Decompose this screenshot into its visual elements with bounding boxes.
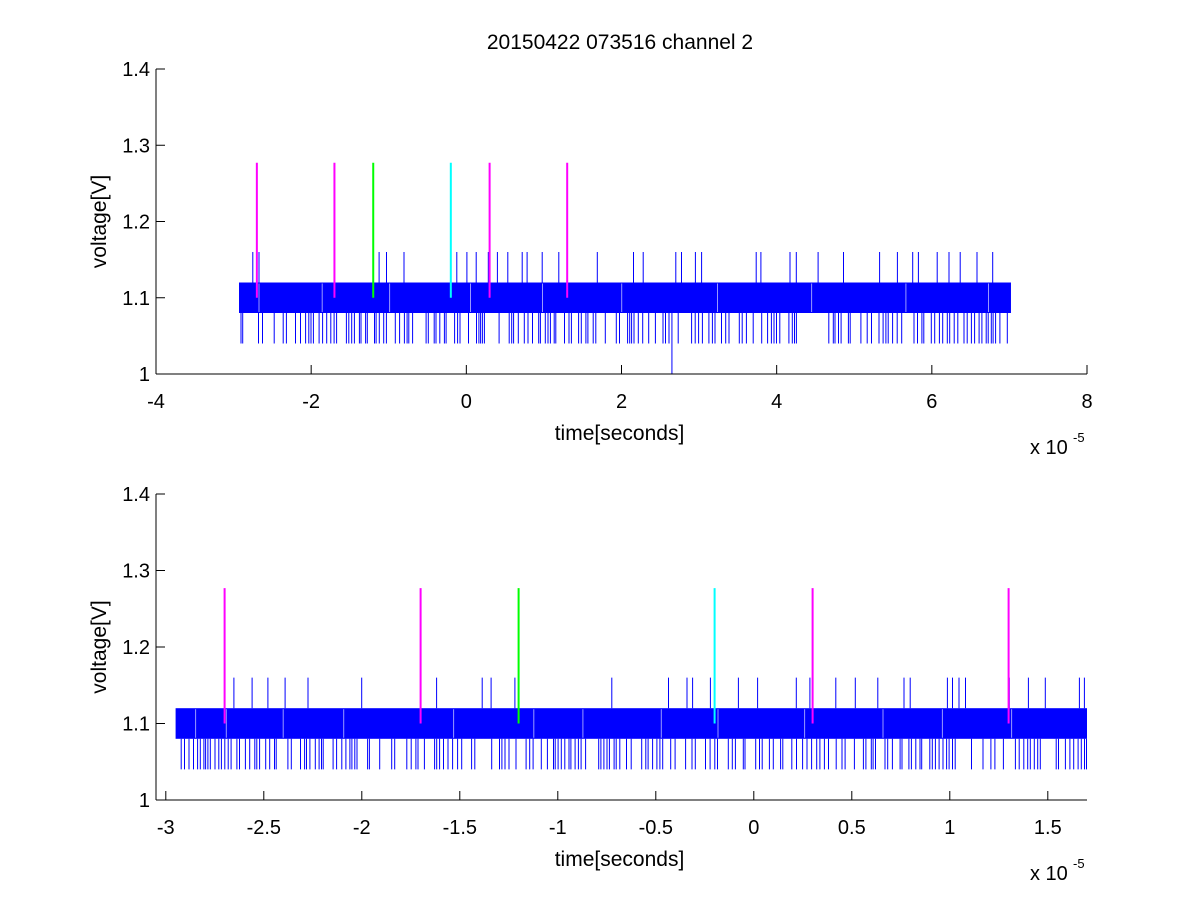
- top-x-tick-label-5: 6: [926, 391, 937, 413]
- top-y-tick-label-3: 1.3: [122, 135, 150, 157]
- top-x-tick-label-4: 4: [771, 391, 782, 413]
- top-x-tick-label-3: 2: [616, 391, 627, 413]
- bottom-x-tick-label-6: 0: [748, 817, 759, 839]
- bottom-signal-gaps: [195, 709, 1013, 738]
- bottom-plot: -3 -2.5 -2 -1.5 -1 -0.5 0 0.5 1 1.5 1 1.1 1.2 1.3 1.4 t…: [88, 484, 1088, 885]
- bottom-signal-band: [175, 708, 1088, 739]
- bottom-y-tick-label-2: 1.2: [122, 637, 150, 659]
- bottom-series-0: [175, 677, 1088, 770]
- bottom-x-tick-label-1: -2.5: [247, 817, 281, 839]
- top-series-0: [239, 252, 1011, 374]
- bottom-x-tick-label-2: -2: [353, 817, 371, 839]
- bottom-x-exponent-label: x 10: [1030, 863, 1068, 885]
- bottom-x-tick-label-0: -3: [157, 817, 175, 839]
- top-y-tick-label-0: 1: [139, 364, 150, 386]
- bottom-y-axis-label: voltage[V]: [88, 600, 111, 693]
- top-y-tick-label-1: 1.1: [122, 288, 150, 310]
- top-x-tick-label-6: 8: [1081, 391, 1092, 413]
- top-x-exponent-power: -5: [1073, 430, 1085, 445]
- bottom-x-tick-label-8: 1: [944, 817, 955, 839]
- bottom-y-tick-label-0: 1: [139, 790, 150, 812]
- bottom-x-exponent-power: -5: [1073, 856, 1085, 871]
- bottom-x-tick-label-9: 1.5: [1034, 817, 1062, 839]
- figure-title: 20150422 073516 channel 2: [487, 31, 753, 54]
- bottom-x-tick-label-5: -0.5: [639, 817, 673, 839]
- top-x-exponent-label: x 10: [1030, 437, 1068, 459]
- bottom-x-tick-label-7: 0.5: [838, 817, 866, 839]
- top-x-tick-label-2: 0: [461, 391, 472, 413]
- top-x-tick-label-0: -4: [147, 391, 165, 413]
- bottom-x-tick-label-3: -1.5: [443, 817, 477, 839]
- top-x-tick-label-1: -2: [302, 391, 320, 413]
- top-signal-band: [239, 282, 1011, 313]
- bottom-signal-spikes-down: [180, 738, 1087, 770]
- top-y-tick-label-4: 1.4: [122, 59, 150, 81]
- bottom-y-tick-label-3: 1.3: [122, 561, 150, 583]
- top-signal-gaps: [258, 283, 989, 312]
- bottom-signal-spikes-up: [233, 677, 1085, 709]
- top-y-tick-label-2: 1.2: [122, 212, 150, 234]
- bottom-x-axis-label: time[seconds]: [555, 848, 685, 871]
- bottom-y-tick-label-4: 1.4: [122, 484, 150, 506]
- top-plot: -4 -2 0 2 4 6 8 1 1.1 1.2 1.3 1.4 time[seconds] volta…: [88, 59, 1093, 459]
- top-x-axis-label: time[seconds]: [555, 422, 685, 445]
- top-signal-spikes-down: [240, 313, 1008, 344]
- top-signal-spikes-up: [252, 252, 994, 283]
- bottom-x-tick-label-4: -1: [549, 817, 567, 839]
- top-y-axis-label: voltage[V]: [88, 175, 111, 268]
- bottom-y-tick-label-1: 1.1: [122, 714, 150, 736]
